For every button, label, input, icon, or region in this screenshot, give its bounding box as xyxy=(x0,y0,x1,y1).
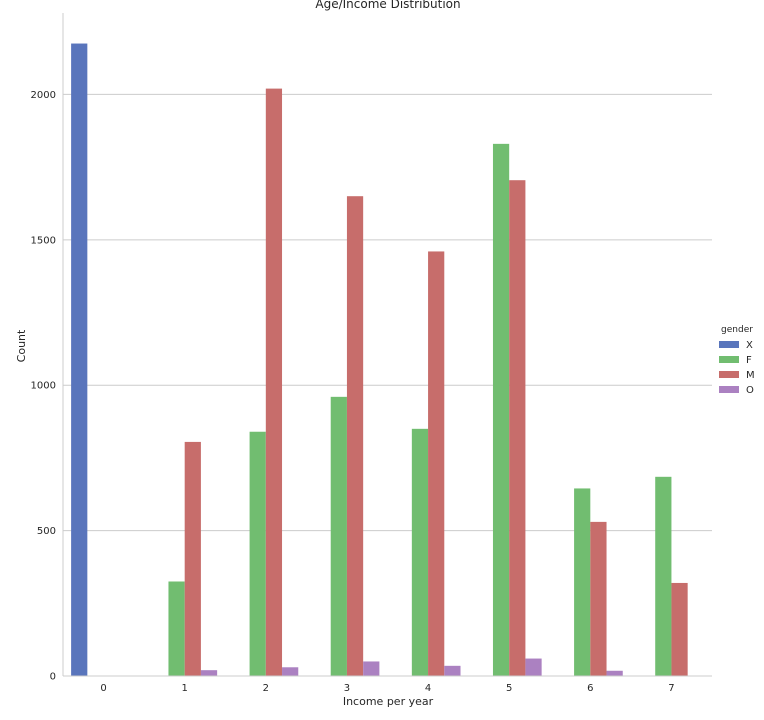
bars xyxy=(71,43,688,676)
bar-M-7 xyxy=(671,582,688,676)
bar-F-4 xyxy=(411,428,429,676)
y-tick-label: 1500 xyxy=(31,235,56,246)
y-tick-label: 500 xyxy=(37,526,56,537)
legend-item-O: O xyxy=(719,385,754,396)
legend-label: F xyxy=(746,355,752,366)
y-tick-label: 0 xyxy=(50,672,56,683)
bar-F-3 xyxy=(330,396,347,676)
bar-O-2 xyxy=(282,667,299,676)
x-tick-label: 2 xyxy=(263,683,269,694)
x-tick-labels: 0 1 2 3 4 5 6 7 xyxy=(100,683,674,694)
bar-O-6 xyxy=(606,670,623,676)
legend-swatch xyxy=(719,356,739,363)
legend-item-X: X xyxy=(719,340,753,351)
x-tick-label: 0 xyxy=(100,683,106,694)
bar-M-4 xyxy=(428,251,445,676)
bar-O-3 xyxy=(363,661,380,676)
bar-O-4 xyxy=(444,665,461,676)
legend-label: O xyxy=(746,385,754,396)
gridlines xyxy=(63,93,712,532)
x-axis-label: Income per year xyxy=(343,695,434,708)
bar-F-6 xyxy=(574,488,591,676)
x-tick-label: 1 xyxy=(182,683,188,694)
legend-swatch xyxy=(719,341,739,348)
bar-M-1 xyxy=(184,441,201,676)
legend-item-F: F xyxy=(719,355,752,366)
legend-swatch xyxy=(719,386,739,393)
bar-M-3 xyxy=(346,196,364,676)
bar-M-5 xyxy=(509,180,526,676)
bar-F-7 xyxy=(655,476,672,676)
y-tick-labels: 0 500 1000 1500 2000 xyxy=(31,90,56,683)
y-tick-label: 2000 xyxy=(31,90,56,101)
bar-O-5 xyxy=(525,658,542,676)
bar-F-5 xyxy=(492,143,510,676)
x-tick-label: 4 xyxy=(425,683,431,694)
legend-swatch xyxy=(719,371,739,378)
x-tick-label: 6 xyxy=(587,683,593,694)
x-tick-label: 3 xyxy=(344,683,350,694)
legend-label: X xyxy=(746,340,753,351)
bar-F-2 xyxy=(249,431,266,676)
bar-O-1 xyxy=(200,670,218,676)
bar-F-1 xyxy=(168,581,185,676)
axes xyxy=(62,13,712,677)
legend-label: M xyxy=(746,370,755,381)
legend-title: gender xyxy=(721,325,753,335)
chart-title: Age/Income Distribution xyxy=(315,0,460,11)
bar-X-0 xyxy=(71,43,88,676)
x-tick-label: 7 xyxy=(668,683,674,694)
bar-M-2 xyxy=(265,88,283,676)
y-tick-label: 1000 xyxy=(31,381,56,392)
bar-M-6 xyxy=(590,521,607,676)
x-tick-label: 5 xyxy=(506,683,512,694)
y-axis-label: Count xyxy=(15,329,28,362)
legend-item-M: M xyxy=(719,370,755,381)
